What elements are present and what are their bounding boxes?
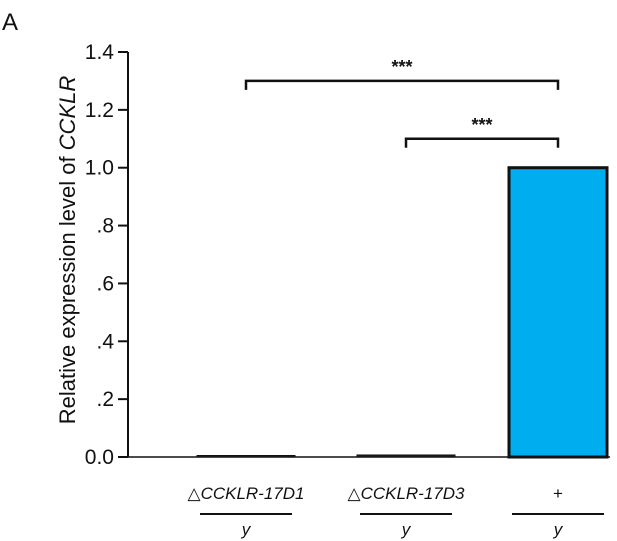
significance-label-2: *** (471, 115, 492, 135)
y-tick-label: .8 (96, 215, 114, 238)
y-axis-title-prefix: Relative expression level of (55, 150, 80, 424)
significance-brackets: *** *** (244, 57, 560, 148)
y-tick-label: .2 (96, 388, 114, 411)
genotype-name: CCKLR-17D3 (361, 484, 465, 503)
y-tick-label: 1.4 (85, 41, 115, 64)
category-label-top-1: △CCKLR-17D1 (187, 484, 304, 503)
significance-bracket-1 (244, 79, 560, 90)
category-label-bottom-2: y (401, 520, 412, 539)
category-label-top-2: △CCKLR-17D3 (347, 484, 465, 503)
delta-symbol: △ (187, 484, 201, 503)
bar-1 (196, 455, 296, 458)
y-tick-label: 0.0 (85, 446, 114, 469)
significance-bracket-2 (404, 137, 560, 148)
category-label-bottom-1: y (241, 520, 252, 539)
significance-label-1: *** (391, 57, 412, 77)
bar-3 (507, 166, 609, 459)
panel-label: A (2, 9, 18, 36)
category-label-bottom-3: y (553, 520, 564, 539)
genotype-name: CCKLR-17D1 (201, 484, 305, 503)
y-axis-title-gene: CCKLR (55, 76, 80, 151)
y-tick-label: 1.0 (85, 157, 114, 180)
y-tick-label: .6 (96, 272, 114, 295)
category-label-top-3: + (553, 484, 563, 503)
y-axis-title: Relative expression level of CCKLR (55, 76, 80, 425)
bars (128, 166, 610, 459)
y-axis: 0.0 .2 .4 .6 .8 1.0 1.2 1.4 (85, 41, 129, 469)
y-tick-label: .4 (96, 330, 114, 353)
bar-2 (356, 454, 456, 458)
y-tick-label: 1.2 (85, 99, 114, 122)
delta-symbol: △ (347, 484, 361, 503)
